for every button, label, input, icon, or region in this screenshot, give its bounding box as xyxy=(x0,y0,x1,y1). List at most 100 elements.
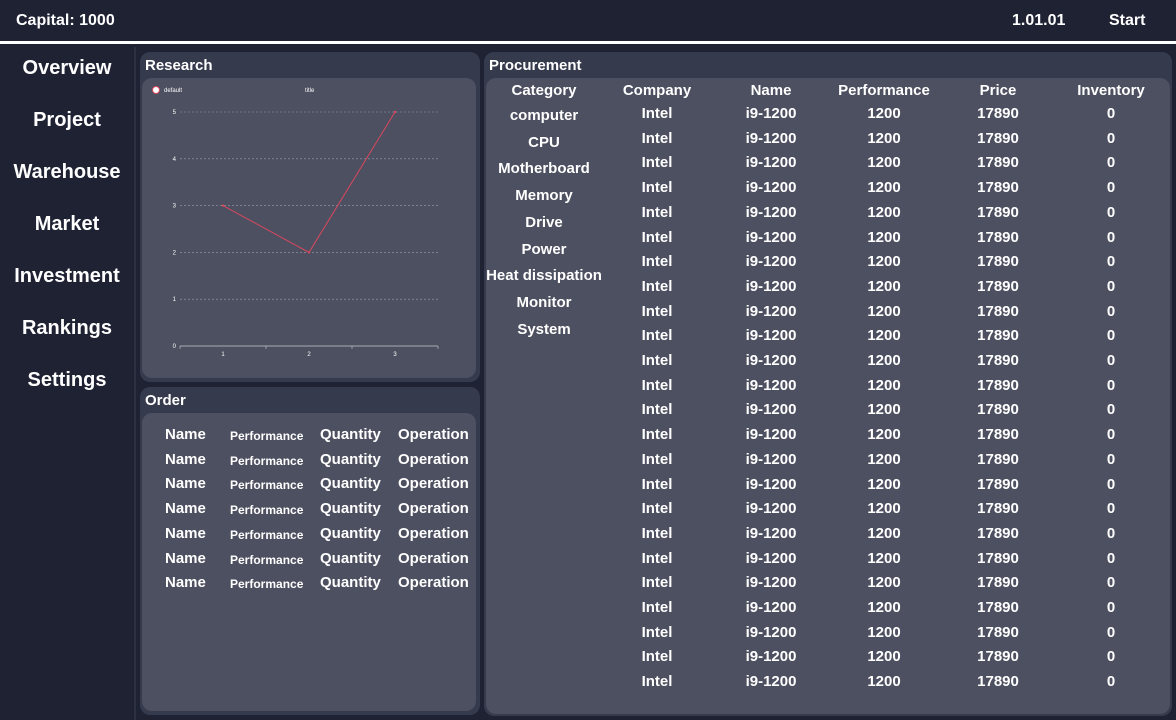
data-point xyxy=(307,251,311,254)
category-item[interactable]: computer xyxy=(509,107,579,124)
row-company: Intel xyxy=(641,673,673,691)
row-performance: 1200 xyxy=(867,352,901,369)
row-name: i9-1200 xyxy=(745,673,797,691)
sidebar-item-warehouse[interactable]: Warehouse xyxy=(13,161,121,183)
table-row[interactable]: Intel i9-1200 1200 17890 0 xyxy=(486,673,1170,697)
row-name: i9-1200 xyxy=(745,426,797,444)
row-company: Intel xyxy=(641,524,673,542)
table-row[interactable]: Intel i9-1200 1200 17890 0 xyxy=(486,525,1170,549)
row-performance: 1200 xyxy=(867,302,901,320)
category-item[interactable]: Motherboard xyxy=(498,160,590,178)
category-item[interactable]: Drive xyxy=(525,213,563,231)
table-row[interactable]: Intel i9-1200 1200 17890 0 xyxy=(486,426,1170,450)
row-inventory: 0 xyxy=(1106,327,1116,345)
row-price: 17890 xyxy=(977,524,1019,542)
table-row[interactable]: Intel i9-1200 1200 17890 0 xyxy=(486,451,1170,475)
category-item[interactable]: Heat dissipation xyxy=(486,267,602,285)
table-row[interactable]: Intel i9-1200 1200 17890 0 xyxy=(486,574,1170,598)
row-company: Intel xyxy=(641,549,673,567)
table-row[interactable]: Intel i9-1200 1200 17890 0 xyxy=(486,476,1170,500)
table-row[interactable]: Intel i9-1200 1200 17890 0 xyxy=(486,179,1170,203)
table-row[interactable]: Intel i9-1200 1200 17890 0 xyxy=(486,550,1170,574)
row-performance: 1200 xyxy=(867,648,901,666)
table-row[interactable]: Intel i9-1200 1200 17890 0 xyxy=(486,253,1170,277)
row-inventory: 0 xyxy=(1106,426,1116,444)
row-performance: 1200 xyxy=(867,475,901,493)
row-company: Intel xyxy=(641,352,673,369)
order-performance: Performance xyxy=(230,453,304,468)
row-inventory: 0 xyxy=(1106,277,1116,295)
top-bar: Capital: 1000 1.01.01 Start xyxy=(0,0,1176,44)
order-performance: Performance xyxy=(230,577,304,592)
row-name: i9-1200 xyxy=(745,352,797,369)
row-inventory: 0 xyxy=(1106,154,1116,172)
row-price: 17890 xyxy=(977,302,1019,320)
row-price: 17890 xyxy=(977,574,1019,592)
table-row[interactable]: Intel i9-1200 1200 17890 0 xyxy=(486,130,1170,154)
start-button[interactable]: Start xyxy=(1109,12,1146,29)
row-name: i9-1200 xyxy=(745,500,797,518)
row-name: i9-1200 xyxy=(745,599,797,616)
category-item[interactable]: System xyxy=(517,320,571,338)
table-row[interactable]: Intel i9-1200 1200 17890 0 xyxy=(486,154,1170,178)
header-name: Name xyxy=(750,82,792,99)
row-inventory: 0 xyxy=(1106,673,1116,691)
sidebar-item-project[interactable]: Project xyxy=(33,109,101,131)
category-item[interactable]: CPU xyxy=(528,133,560,151)
row-name: i9-1200 xyxy=(745,302,797,320)
order-name: Name xyxy=(165,524,206,542)
order-performance: Performance xyxy=(230,527,304,542)
sidebar-item-overview[interactable]: Overview xyxy=(22,57,112,79)
order-operation-button[interactable]: Operation xyxy=(398,426,469,443)
table-row[interactable]: Intel i9-1200 1200 17890 0 xyxy=(486,229,1170,253)
table-row[interactable]: Intel i9-1200 1200 17890 0 xyxy=(486,599,1170,623)
row-price: 17890 xyxy=(977,401,1019,419)
row-performance: 1200 xyxy=(867,574,901,592)
sidebar-item-market[interactable]: Market xyxy=(34,213,100,235)
row-performance: 1200 xyxy=(867,203,901,221)
table-row[interactable]: Intel i9-1200 1200 17890 0 xyxy=(486,624,1170,648)
table-row[interactable]: Intel i9-1200 1200 17890 0 xyxy=(486,648,1170,672)
row-name: i9-1200 xyxy=(745,376,797,394)
order-operation-button[interactable]: Operation xyxy=(398,549,469,567)
order-quantity: Quantity xyxy=(320,549,381,567)
table-row[interactable]: Intel i9-1200 1200 17890 0 xyxy=(486,105,1170,129)
x-tick-label: 1 xyxy=(221,352,225,358)
legend-marker xyxy=(152,86,160,94)
sidebar: Overview Project Warehouse Market Invest… xyxy=(0,47,136,720)
order-operation-button[interactable]: Operation xyxy=(398,450,469,468)
order-operation-button[interactable]: Operation xyxy=(398,574,469,592)
sidebar-item-rankings[interactable]: Rankings xyxy=(21,317,113,339)
order-quantity: Quantity xyxy=(320,574,381,592)
sidebar-item-investment[interactable]: Investment xyxy=(14,265,120,287)
category-item[interactable]: Power xyxy=(521,240,567,258)
table-row[interactable]: Intel i9-1200 1200 17890 0 xyxy=(486,204,1170,228)
row-company: Intel xyxy=(641,228,673,246)
table-row[interactable]: Intel i9-1200 1200 17890 0 xyxy=(486,500,1170,524)
table-row[interactable]: Intel i9-1200 1200 17890 0 xyxy=(486,377,1170,401)
row-name: i9-1200 xyxy=(745,623,797,641)
row-price: 17890 xyxy=(977,327,1019,345)
order-operation-button[interactable]: Operation xyxy=(398,524,469,542)
order-quantity: Quantity xyxy=(320,450,381,468)
row-company: Intel xyxy=(641,376,673,394)
order-quantity: Quantity xyxy=(320,426,381,443)
category-item[interactable]: Memory xyxy=(515,187,573,205)
order-operation-button[interactable]: Operation xyxy=(398,500,469,518)
row-company: Intel xyxy=(641,475,673,493)
order-name: Name xyxy=(165,426,206,443)
table-row[interactable]: Intel i9-1200 1200 17890 0 xyxy=(486,352,1170,376)
table-row[interactable]: Intel i9-1200 1200 17890 0 xyxy=(486,303,1170,327)
table-row[interactable]: Intel i9-1200 1200 17890 0 xyxy=(486,401,1170,425)
row-company: Intel xyxy=(641,500,673,518)
order-row: Name Performance Quantity Operation xyxy=(142,451,476,475)
row-price: 17890 xyxy=(977,599,1019,616)
sidebar-item-settings[interactable]: Settings xyxy=(27,369,107,391)
row-company: Intel xyxy=(641,327,673,345)
category-item[interactable]: Monitor xyxy=(516,293,572,311)
order-operation-button[interactable]: Operation xyxy=(398,475,469,493)
table-row[interactable]: Intel i9-1200 1200 17890 0 xyxy=(486,278,1170,302)
row-performance: 1200 xyxy=(867,401,901,419)
table-row[interactable]: Intel i9-1200 1200 17890 0 xyxy=(486,327,1170,351)
header-price: Price xyxy=(979,82,1017,99)
